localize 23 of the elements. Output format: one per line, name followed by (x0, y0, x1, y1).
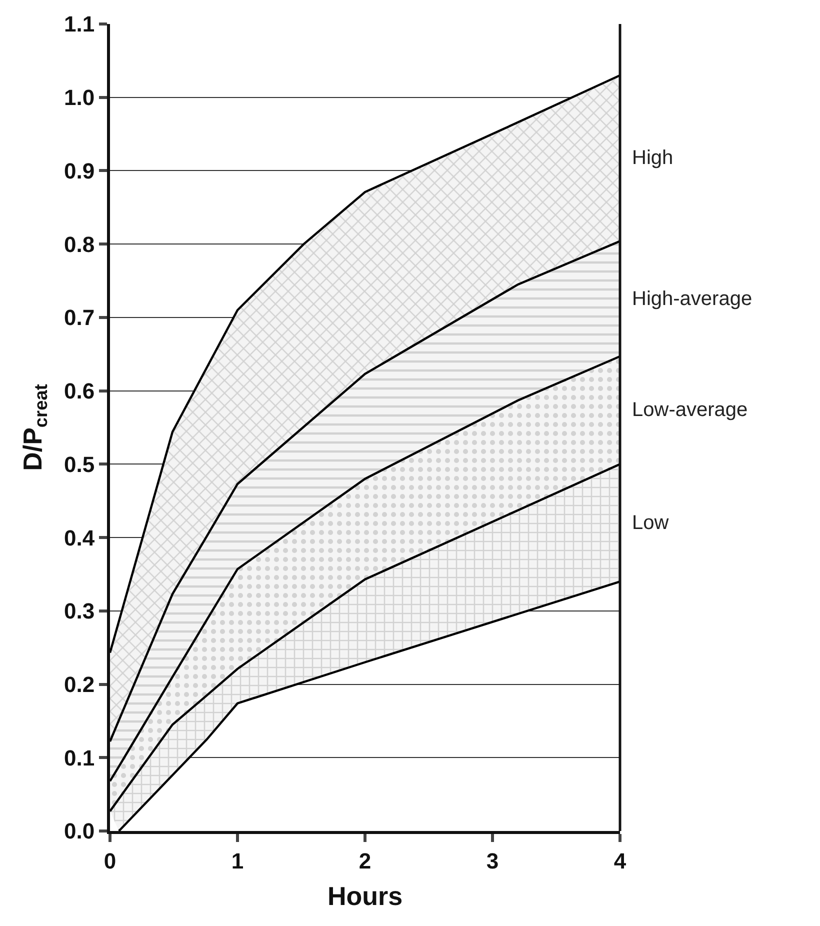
y-tick-label: 0.6 (64, 378, 95, 404)
series-label: Low (632, 512, 670, 534)
y-tick-label: 0.5 (64, 452, 95, 477)
y-tick-label: 0.9 (64, 158, 95, 184)
y-tick-label: 0.1 (64, 745, 95, 770)
y-tick-label: 0.7 (64, 305, 95, 330)
y-tick-label: 0.4 (64, 525, 96, 550)
x-tick-label: 3 (486, 848, 499, 874)
y-tick-label: 0.3 (64, 598, 95, 624)
x-tick-label: 1 (231, 848, 244, 874)
x-tick-label: 0 (104, 848, 116, 874)
series-label: High-average (632, 288, 752, 310)
x-tick-label: 4 (614, 848, 627, 874)
y-tick-label: 1.0 (64, 85, 95, 110)
series-label: High (632, 147, 674, 169)
y-tick-label: 0.0 (64, 818, 95, 844)
y-tick-label: 0.8 (64, 232, 95, 257)
x-axis-title: Hours (327, 881, 403, 912)
y-tick-label: 0.2 (64, 672, 95, 697)
series-label: Low-average (632, 399, 748, 421)
y-tick-label: 1.1 (64, 12, 95, 37)
x-tick-label: 2 (358, 848, 372, 874)
line-series (118, 580, 620, 831)
